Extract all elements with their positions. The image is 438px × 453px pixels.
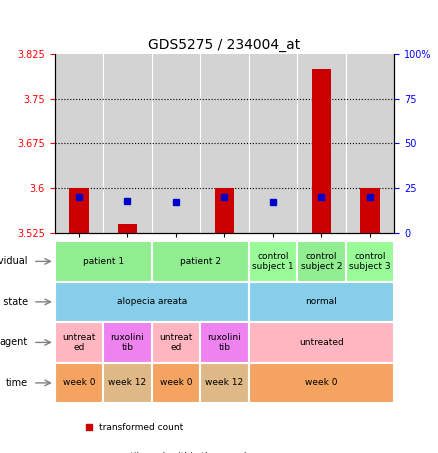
Text: week 12: week 12	[205, 378, 244, 387]
FancyBboxPatch shape	[55, 363, 103, 403]
FancyBboxPatch shape	[200, 322, 249, 363]
FancyBboxPatch shape	[55, 282, 249, 322]
Bar	[118, 224, 137, 232]
FancyBboxPatch shape	[152, 363, 200, 403]
FancyBboxPatch shape	[152, 322, 200, 363]
Bar	[69, 188, 88, 232]
FancyBboxPatch shape	[103, 322, 152, 363]
Text: patient 2: patient 2	[180, 257, 221, 266]
FancyBboxPatch shape	[152, 241, 249, 282]
Text: week 0: week 0	[305, 378, 338, 387]
Text: percentile rank within the sample: percentile rank within the sample	[99, 452, 252, 453]
Text: patient 1: patient 1	[83, 257, 124, 266]
FancyBboxPatch shape	[249, 241, 297, 282]
Bar	[215, 188, 234, 232]
Text: normal: normal	[306, 297, 337, 306]
FancyBboxPatch shape	[346, 241, 394, 282]
FancyBboxPatch shape	[249, 363, 394, 403]
Text: week 0: week 0	[160, 378, 192, 387]
Text: untreated: untreated	[299, 338, 344, 347]
Text: ruxolini
tib: ruxolini tib	[208, 333, 241, 352]
Text: week 12: week 12	[109, 378, 147, 387]
Title: GDS5275 / 234004_at: GDS5275 / 234004_at	[148, 38, 300, 52]
FancyBboxPatch shape	[200, 363, 249, 403]
Text: agent: agent	[0, 337, 28, 347]
Bar	[263, 232, 283, 234]
FancyBboxPatch shape	[55, 241, 152, 282]
Text: control
subject 3: control subject 3	[349, 252, 391, 271]
FancyBboxPatch shape	[103, 363, 152, 403]
Text: transformed count: transformed count	[99, 423, 183, 432]
FancyBboxPatch shape	[249, 282, 394, 322]
Text: ruxolini
tib: ruxolini tib	[111, 333, 145, 352]
Text: disease state: disease state	[0, 297, 28, 307]
Text: alopecia areata: alopecia areata	[117, 297, 187, 306]
FancyBboxPatch shape	[297, 241, 346, 282]
Text: untreat
ed: untreat ed	[159, 333, 193, 352]
FancyBboxPatch shape	[249, 322, 394, 363]
Bar	[312, 69, 331, 232]
FancyBboxPatch shape	[55, 322, 103, 363]
Text: untreat
ed: untreat ed	[62, 333, 95, 352]
Text: individual: individual	[0, 256, 28, 266]
Text: time: time	[6, 378, 28, 388]
Text: control
subject 2: control subject 2	[301, 252, 342, 271]
Bar	[360, 188, 380, 232]
Text: week 0: week 0	[63, 378, 95, 387]
Text: control
subject 1: control subject 1	[252, 252, 294, 271]
